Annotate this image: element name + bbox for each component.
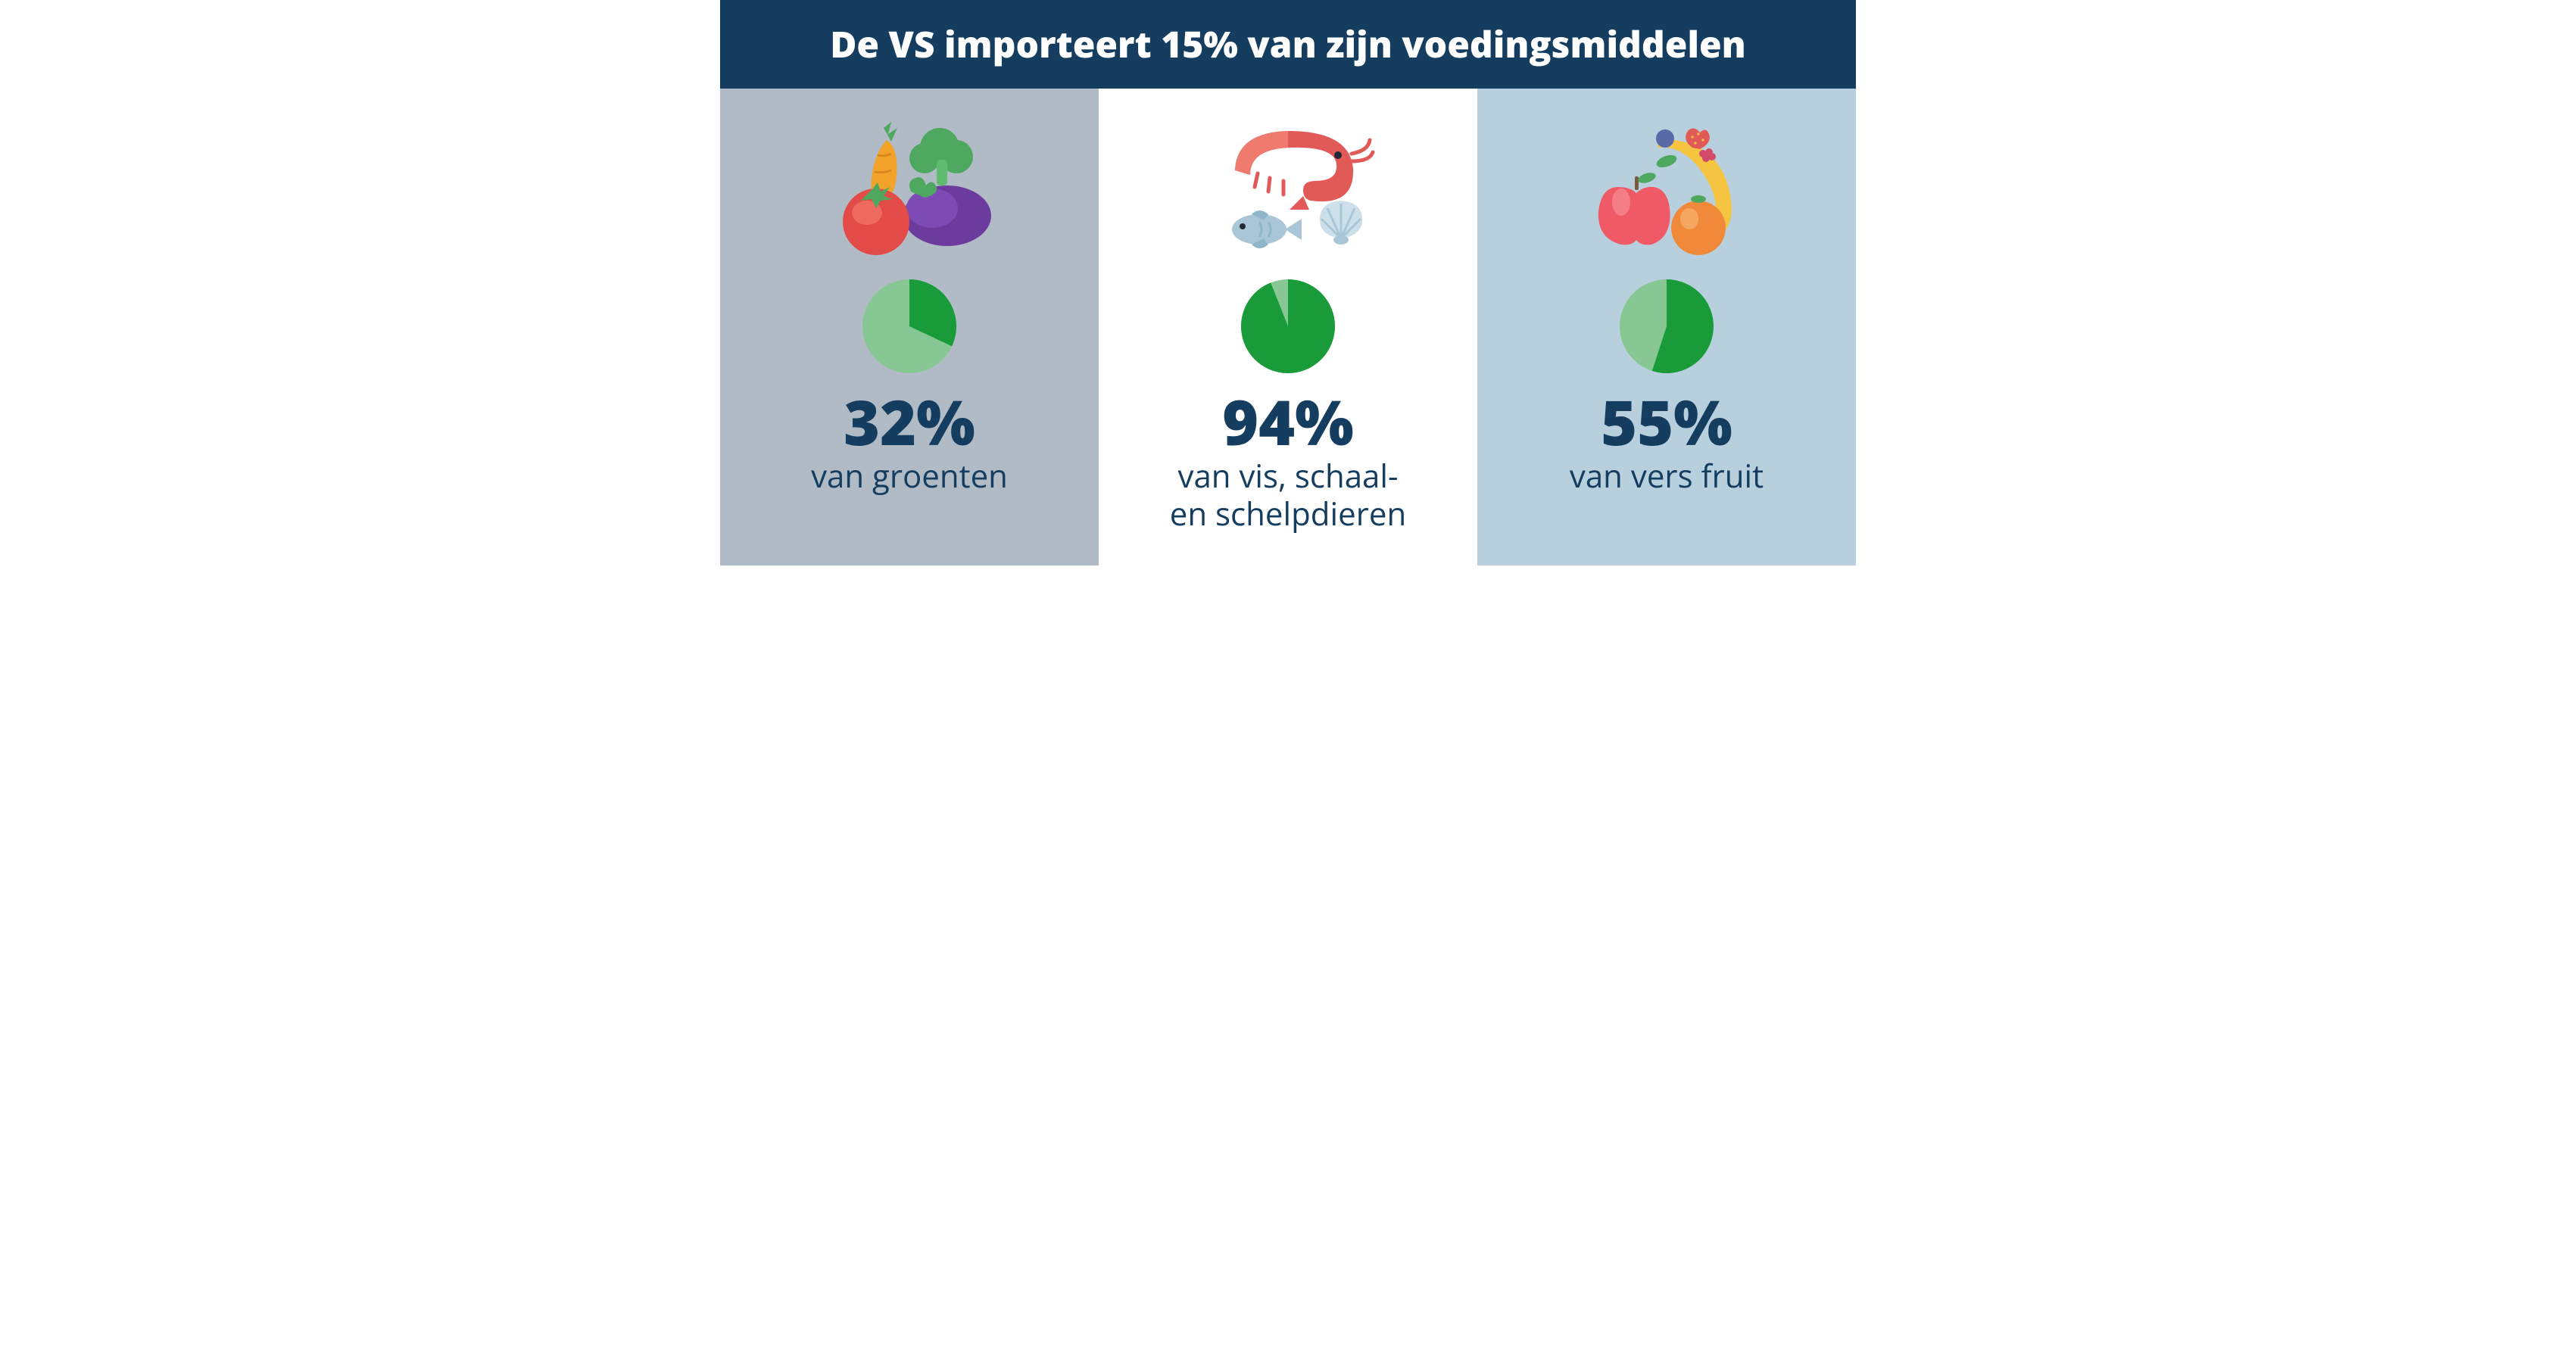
label-vegetables: van groenten — [811, 457, 1008, 495]
pie-seafood — [1241, 279, 1335, 377]
pie-vegetables — [862, 279, 956, 377]
panel-vegetables: 32% van groenten — [720, 89, 1099, 566]
percentage-vegetables: 32% — [844, 391, 975, 453]
header-bar: De VS importeert 15% van zijn voedingsmi… — [720, 0, 1856, 89]
seafood-icon — [1190, 117, 1386, 269]
fruit-icon — [1576, 117, 1757, 269]
pie-fruit — [1620, 279, 1714, 377]
panels-row: 32% van groenten — [720, 89, 1856, 566]
label-seafood: van vis, schaal-en schelpdieren — [1170, 457, 1406, 532]
percentage-seafood: 94% — [1222, 391, 1354, 453]
panel-seafood: 94% van vis, schaal-en schelpdieren — [1099, 89, 1477, 566]
percentage-fruit: 55% — [1601, 391, 1732, 453]
label-fruit: van vers fruit — [1570, 457, 1764, 495]
header-title: De VS importeert 15% van zijn voedingsmi… — [830, 20, 1746, 69]
panel-fruit: 55% van vers fruit — [1477, 89, 1856, 566]
infographic-root: De VS importeert 15% van zijn voedingsmi… — [720, 0, 1856, 566]
vegetables-icon — [819, 117, 1000, 269]
